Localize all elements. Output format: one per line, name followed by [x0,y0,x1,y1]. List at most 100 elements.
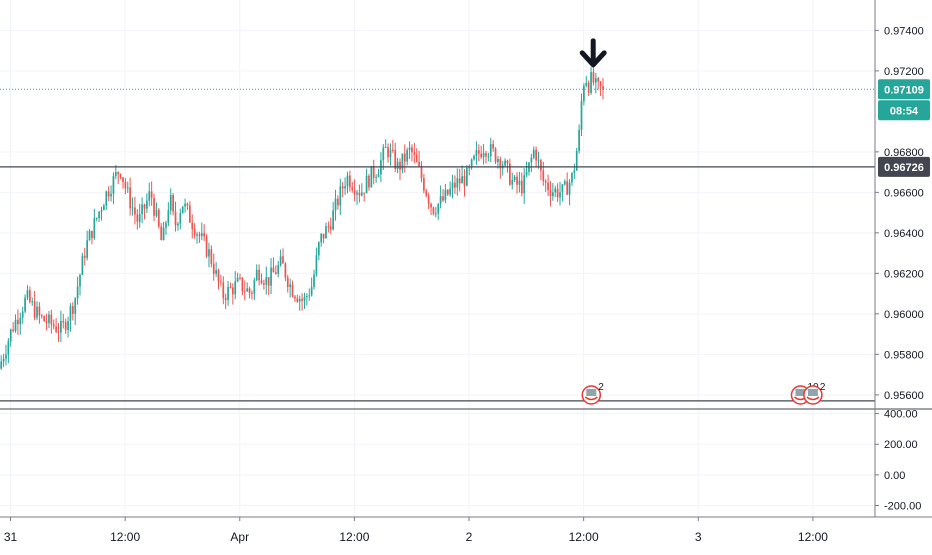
candle-body [489,143,492,157]
lower-y-tick-label: 200.00 [884,439,918,451]
candle-body [542,170,545,182]
candle-body [590,72,592,93]
candle-body [439,196,442,204]
candle-body [332,210,334,230]
candle-body [162,227,165,241]
candle-body [138,213,141,222]
event-badge: 2 [598,382,604,393]
candle-body [157,209,160,227]
price-tags: 0.97109 08:54 0.96726 [878,79,930,177]
candle-body [530,157,533,163]
candle-body [411,147,413,153]
candle-body [425,190,428,196]
candle-body [98,211,100,219]
x-tick-label: 12:00 [569,530,599,544]
candle-body [547,182,549,191]
candle-body [587,82,590,93]
candle-body [454,182,456,188]
candle-body [248,288,251,294]
candle-body [301,298,303,301]
candle-body [344,186,346,189]
candle-body [203,233,206,237]
candle-body [258,269,260,281]
candle-body [408,147,411,150]
candle-body [7,341,10,355]
candle-body [282,256,284,264]
candle-body [516,176,518,185]
candle-body [575,150,578,171]
x-tick-label: Apr [230,530,249,544]
candle-body [14,319,17,331]
candle-body [131,207,134,209]
candle-body [148,191,151,201]
candle-body [346,175,349,187]
candle-body [79,274,81,287]
candle-body [325,226,327,239]
candle-body [277,265,280,274]
candle-body [423,178,425,191]
candle-body [571,173,573,183]
candle-body [296,298,299,302]
candle-body [473,155,475,160]
candle-body [150,191,153,198]
candle-body [33,301,36,318]
candle-body [265,277,268,285]
event-badge: 2 [820,382,826,393]
candle-body [26,290,29,298]
candle-body [263,283,265,285]
candle-body [9,329,12,342]
candle-body [351,187,354,191]
arrow-down-icon [579,38,607,68]
candle-body [535,149,537,161]
hline-price-tag [878,156,930,177]
candle-body [499,159,502,169]
candle-body [86,240,89,258]
candle-body [444,189,447,201]
candle-body [594,78,597,83]
candle-body [365,175,368,194]
candle-body [64,322,67,330]
candle-body [76,286,79,299]
candle-body [494,148,497,163]
candle-body [583,85,585,102]
candle-body [284,263,287,278]
candle-body [198,234,201,236]
lower-y-tick-label: -200.00 [884,501,921,513]
candle-body [568,182,571,195]
candle-body [243,291,246,293]
candle-body [169,195,172,211]
current-price-label: 0.97109 [884,84,924,96]
candle-body [401,153,404,170]
candle-body [430,203,432,208]
candle-body [279,256,282,266]
candle-body [95,218,98,220]
candle-body [377,174,380,178]
candle-body [451,182,454,189]
candle-body [556,188,559,198]
candle-body [298,298,301,302]
candle-body [255,269,258,281]
candle-body [396,161,399,169]
candle-body [485,153,487,157]
candle-body [69,306,72,322]
candle-body [394,150,397,169]
candle-body [559,192,561,198]
candle-body [602,86,604,90]
current-price-tag [878,79,930,100]
candle-body [449,188,452,195]
x-tick-label: 3 [695,530,702,544]
y-tick-label: 0.96400 [884,228,924,240]
candle-body [375,177,377,179]
candle-body [523,175,526,194]
candle-body [327,226,330,228]
candle-body [153,197,155,216]
candle-body [17,319,19,325]
candle-body [196,234,198,236]
candle-body [212,263,215,274]
candle-body [239,277,241,279]
candle-body [38,306,41,316]
candle-body [561,184,564,193]
